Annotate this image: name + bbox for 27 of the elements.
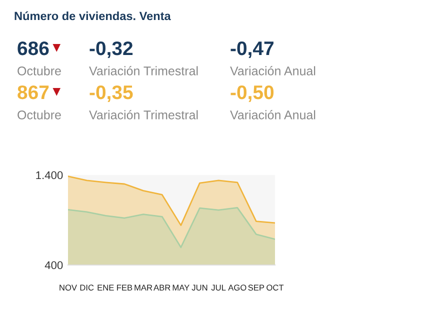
text: Octubre xyxy=(18,66,61,76)
x-tick-label: ENE xyxy=(98,284,114,290)
text: Variación Anual xyxy=(230,110,316,120)
x-tick-label: ABR xyxy=(154,284,170,290)
text: -0,32 xyxy=(90,41,133,58)
text: Variación Trimestral xyxy=(89,110,198,120)
x-tick-label: SEP xyxy=(248,284,264,291)
x-tick-label: FEB xyxy=(117,284,132,290)
x-tick-label: DIC xyxy=(80,284,94,291)
x-tick-label: MAY xyxy=(172,284,190,290)
text: -0,50 xyxy=(230,85,274,102)
text: 686 xyxy=(18,41,49,56)
x-tick-label: JUL xyxy=(211,284,226,291)
text: -0,47 xyxy=(230,41,274,58)
text: Octubre xyxy=(18,110,61,120)
text: 867 xyxy=(18,85,49,100)
x-tick-label: AGO xyxy=(228,284,246,291)
x-tick-label: JUN xyxy=(192,284,208,291)
y-tick-label: 400 xyxy=(44,261,63,270)
chart-title: Número de viviendas. Venta xyxy=(14,11,171,20)
text: -0,35 xyxy=(90,85,133,102)
x-tick-label: OCT xyxy=(266,284,284,291)
y-tick-label: 1.400 xyxy=(36,171,63,180)
text: Variación Anual xyxy=(230,66,316,76)
x-tick-label: NOV xyxy=(60,284,77,291)
x-tick-label: MAR xyxy=(134,284,152,290)
text: Variación Trimestral xyxy=(89,66,198,76)
